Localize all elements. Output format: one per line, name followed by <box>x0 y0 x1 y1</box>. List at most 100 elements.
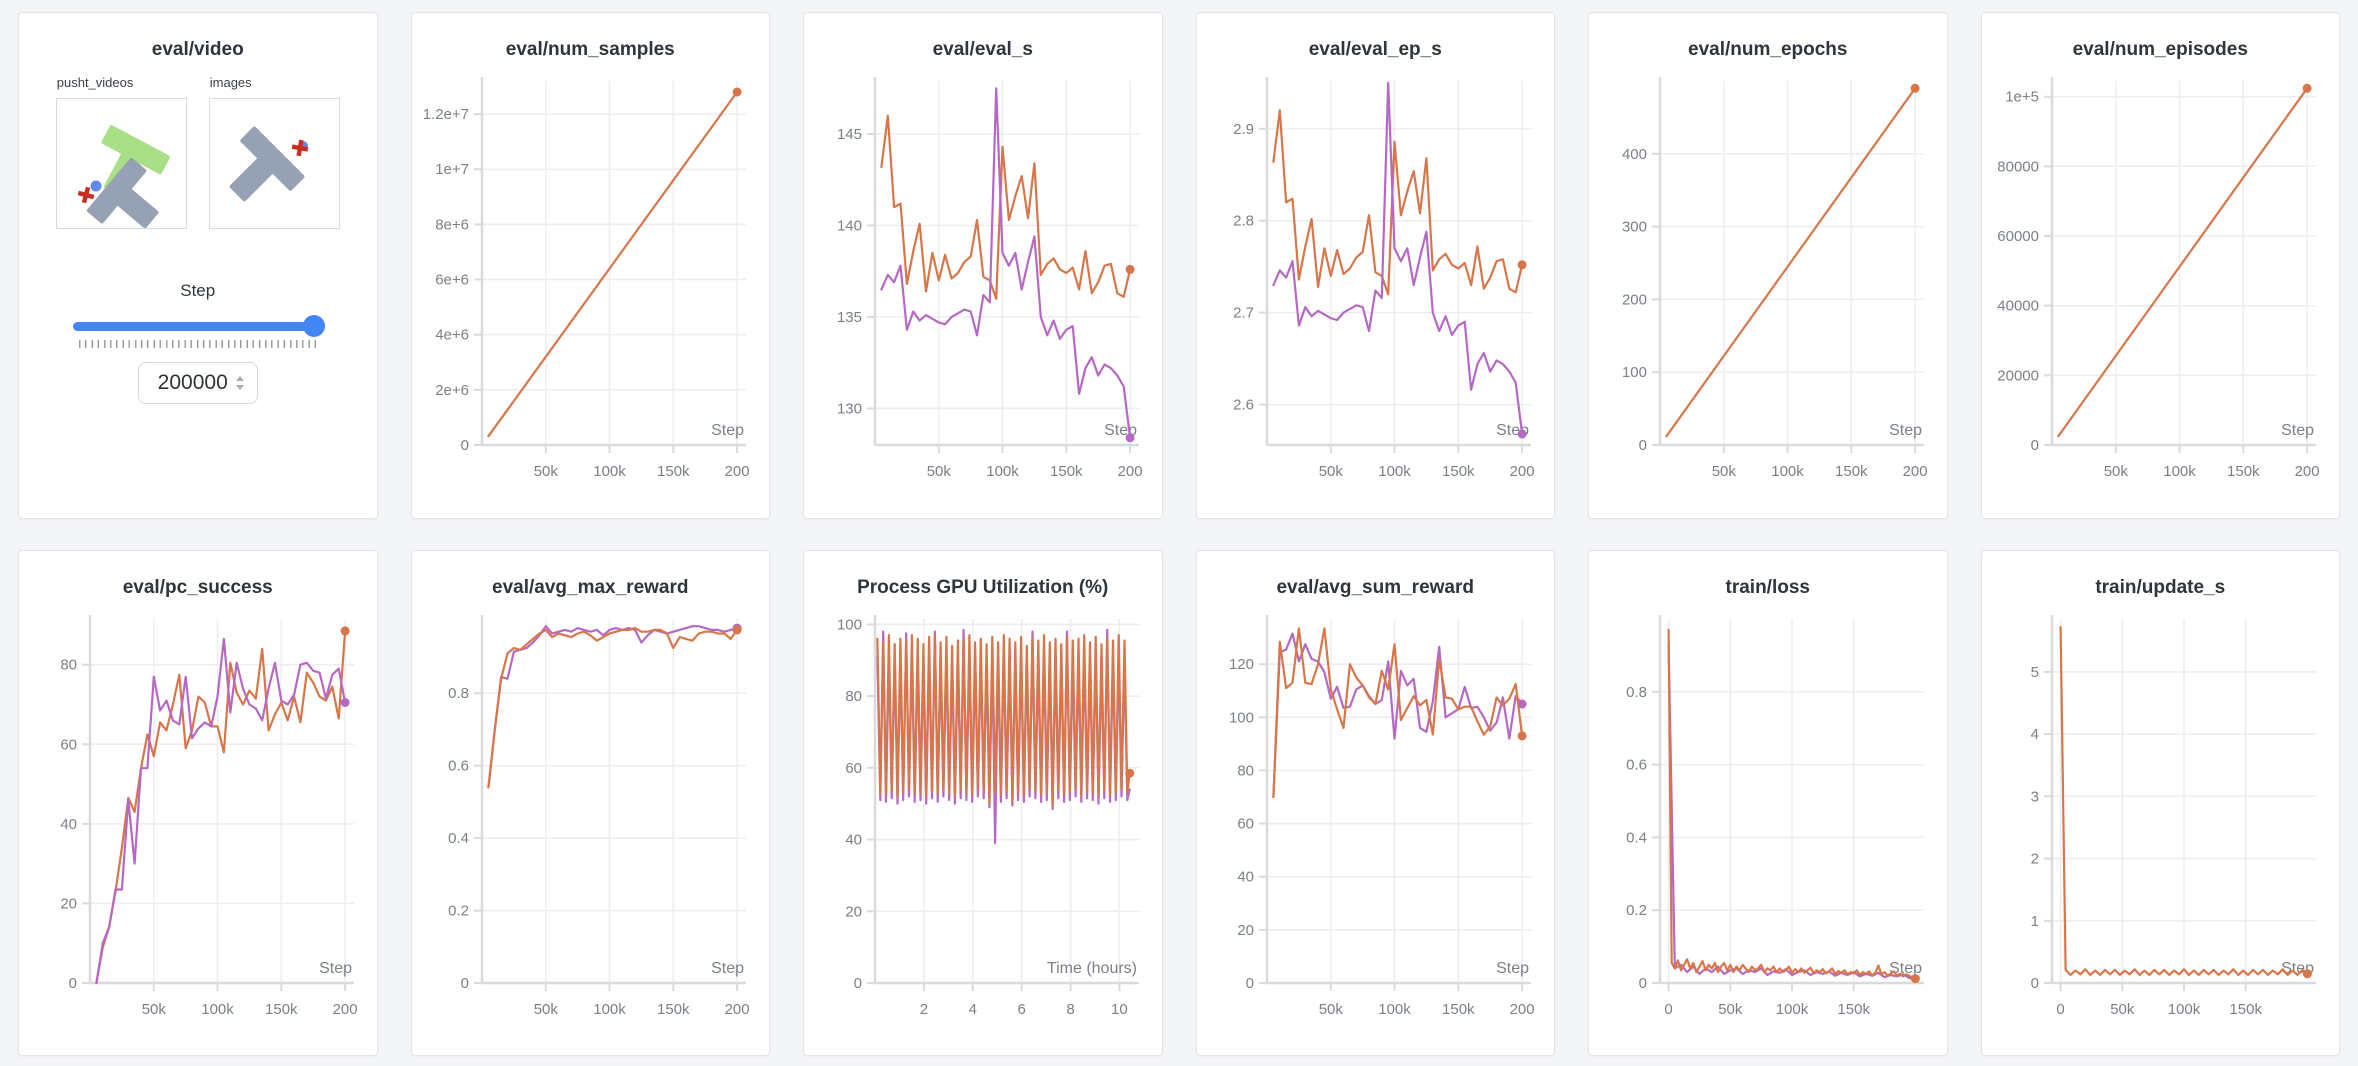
svg-text:200: 200 <box>725 463 750 480</box>
panel-gpu-utilization: Process GPU Utilization (%) 2 4 6 8 10 0 20 40 6… <box>803 549 1163 1056</box>
svg-text:4e+6: 4e+6 <box>435 327 469 344</box>
chart-title: train/update_s <box>2095 576 2226 598</box>
svg-text:200: 200 <box>1510 1001 1535 1018</box>
increment-icon[interactable] <box>235 376 244 381</box>
svg-text:150k: 150k <box>2230 1001 2263 1018</box>
svg-text:8e+6: 8e+6 <box>435 216 469 233</box>
svg-text:0.4: 0.4 <box>1626 829 1647 846</box>
media-label: images <box>209 75 252 90</box>
svg-text:100k: 100k <box>986 463 1019 480</box>
chart-title: eval/eval_s <box>932 39 1033 60</box>
svg-text:Step: Step <box>1889 422 1922 439</box>
pusht-video-thumbnail[interactable] <box>55 98 187 229</box>
chart-eval-num-episodes[interactable]: 50k 100k 150k 200 0 20000 40000 60000 80000 1e+5 S… <box>1990 67 2330 495</box>
agent-dot <box>90 180 102 192</box>
svg-text:50k: 50k <box>141 1001 166 1018</box>
svg-text:0.6: 0.6 <box>448 757 469 774</box>
svg-text:50k: 50k <box>1319 463 1344 480</box>
chart-eval-num-epochs[interactable]: 50k 100k 150k 200 0 100 200 300 400 Step <box>1598 67 1938 495</box>
svg-text:200: 200 <box>1902 463 1927 480</box>
media-images: images <box>208 75 340 229</box>
svg-text:Step: Step <box>711 422 744 439</box>
svg-text:50k: 50k <box>534 463 559 480</box>
svg-text:100k: 100k <box>1771 463 1804 480</box>
svg-text:0: 0 <box>2031 975 2039 992</box>
svg-text:20: 20 <box>60 895 77 912</box>
chart-eval-avg-sum-reward[interactable]: 50k 100k 150k 200 0 20 40 60 80 100 120 Step <box>1205 605 1545 1033</box>
svg-text:100k: 100k <box>1378 1001 1411 1018</box>
chart-title: train/loss <box>1725 576 1810 598</box>
svg-text:0: 0 <box>1638 437 1646 454</box>
svg-text:100: 100 <box>837 616 862 633</box>
svg-text:40000: 40000 <box>1998 298 2040 315</box>
svg-text:400: 400 <box>1622 146 1647 163</box>
svg-text:200: 200 <box>725 1001 750 1018</box>
svg-text:0: 0 <box>68 975 76 992</box>
slider-thumb[interactable] <box>302 315 325 337</box>
chart-eval-num-samples[interactable]: 50k 100k 150k 200 0 2e+6 4e+6 6e+6 8e+6 1e+7 1.2e+… <box>420 67 760 495</box>
chart-title: Process GPU Utilization (%) <box>857 576 1109 598</box>
svg-text:5: 5 <box>2031 663 2039 680</box>
step-slider[interactable] <box>72 315 325 337</box>
svg-text:50k: 50k <box>534 1001 559 1018</box>
svg-text:60000: 60000 <box>1998 228 2040 245</box>
svg-text:150k: 150k <box>1837 1001 1870 1018</box>
svg-text:200: 200 <box>2295 463 2320 480</box>
chart-eval-avg-max-reward[interactable]: 50k 100k 150k 200 0 0.2 0.4 0.6 0.8 Step <box>420 605 760 1033</box>
svg-text:50k: 50k <box>2110 1001 2135 1018</box>
slider-track[interactable] <box>72 322 323 331</box>
panel-eval-avg-sum-reward: eval/avg_sum_reward 50k 100k 150k 200 0 20 40 6… <box>1195 549 1555 1056</box>
images-thumbnail[interactable] <box>208 98 340 229</box>
svg-text:0.6: 0.6 <box>1626 756 1647 773</box>
svg-text:60: 60 <box>60 736 77 753</box>
svg-text:20000: 20000 <box>1998 367 2040 384</box>
panel-eval-eval-ep-s: eval/eval_ep_s 50k 100k 150k 200 2.6 2.7 2.8 2.… <box>1195 12 1555 519</box>
step-input-box <box>137 362 258 404</box>
svg-text:Step: Step <box>711 960 744 977</box>
svg-text:150k: 150k <box>1050 463 1083 480</box>
step-input[interactable] <box>151 370 230 396</box>
svg-text:40: 40 <box>845 831 862 848</box>
svg-text:50k: 50k <box>926 463 951 480</box>
svg-text:0: 0 <box>2057 1001 2065 1018</box>
svg-text:100k: 100k <box>1378 463 1411 480</box>
svg-text:0: 0 <box>1638 975 1646 992</box>
svg-text:135: 135 <box>837 309 862 326</box>
panel-train-update-s: train/update_s 0 50k 100k 150k 0 1 2 3 4 5 Step <box>1980 549 2340 1056</box>
svg-text:1: 1 <box>2031 912 2039 929</box>
svg-text:0.8: 0.8 <box>1626 683 1647 700</box>
svg-text:2.9: 2.9 <box>1233 121 1254 138</box>
svg-text:6: 6 <box>1017 1001 1025 1018</box>
svg-text:2: 2 <box>2031 850 2039 867</box>
svg-text:200: 200 <box>1622 291 1647 308</box>
svg-text:80: 80 <box>1238 762 1255 779</box>
svg-text:100: 100 <box>1622 364 1647 381</box>
panel-eval-num-samples: eval/num_samples 50k 100k 150k 200 0 2e+6 4e+6… <box>410 12 770 519</box>
panel-eval-eval-s: eval/eval_s 50k 100k 150k 200 130 135 140 145 St… <box>803 12 1163 519</box>
svg-text:0.4: 0.4 <box>448 830 469 847</box>
panel-train-loss: train/loss 0 50k 100k 150k 0 0.2 0.4 0.6 0.8 Step <box>1588 549 1948 1056</box>
svg-text:50k: 50k <box>1319 1001 1344 1018</box>
svg-text:40: 40 <box>1238 868 1255 885</box>
chart-title: eval/num_samples <box>505 39 675 60</box>
svg-text:0: 0 <box>1664 1001 1672 1018</box>
svg-text:Step: Step <box>1496 960 1529 977</box>
svg-text:0.2: 0.2 <box>448 902 469 919</box>
svg-text:1.2e+7: 1.2e+7 <box>423 106 469 123</box>
panel-eval-num-epochs: eval/num_epochs 50k 100k 150k 200 0 100 200 300… <box>1588 12 1948 519</box>
chart-eval-pc-success[interactable]: 50k 100k 150k 200 0 20 40 60 80 Step <box>28 605 368 1033</box>
svg-text:150k: 150k <box>1442 1001 1475 1018</box>
svg-text:Step: Step <box>2281 422 2314 439</box>
svg-text:150k: 150k <box>1835 463 1868 480</box>
decrement-icon[interactable] <box>235 385 244 390</box>
chart-title: eval/avg_max_reward <box>492 576 689 598</box>
panel-eval-num-episodes: eval/num_episodes 50k 100k 150k 200 0 20000 40… <box>1980 12 2340 519</box>
svg-text:100k: 100k <box>2168 1001 2201 1018</box>
chart-train-loss[interactable]: 0 50k 100k 150k 0 0.2 0.4 0.6 0.8 Step <box>1598 605 1938 1033</box>
panel-title: eval/video <box>151 39 244 60</box>
step-control: Step <box>19 281 377 404</box>
